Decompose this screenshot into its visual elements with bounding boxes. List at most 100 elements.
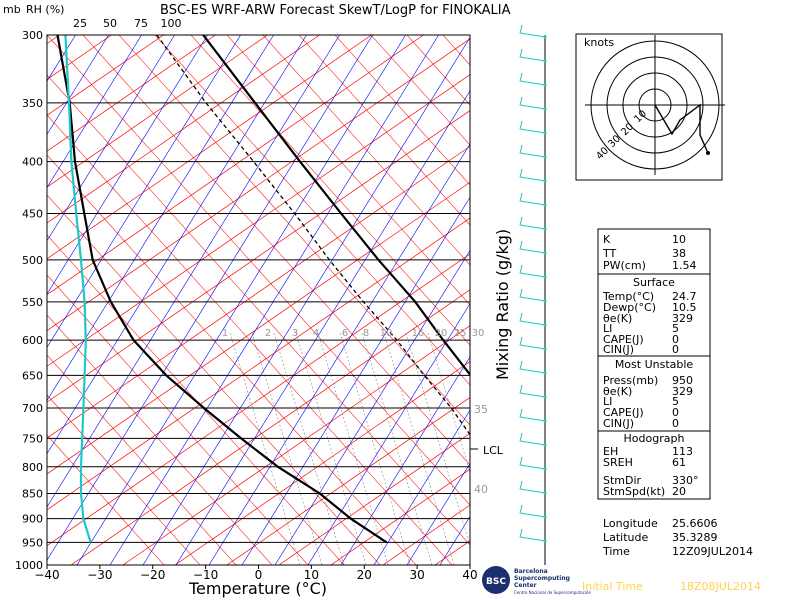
- dry-adiabat-line: [47, 74, 470, 546]
- isotherm-line: [47, 217, 470, 511]
- mu-theta-value: 329: [672, 385, 693, 398]
- hodograph-title: Hodograph: [624, 432, 685, 445]
- mixing-ratio-label-25: 25: [454, 328, 467, 339]
- moist-adiabat-line: [47, 35, 373, 561]
- wind-barb-feather: [519, 72, 523, 82]
- isotherm-line: [226, 396, 470, 565]
- mu-cin-label: CIN(J): [603, 417, 634, 430]
- pressure-unit-label: mb: [3, 3, 21, 16]
- pressure-label-300: 300: [22, 29, 43, 42]
- dry-adiabat-line: [47, 274, 309, 565]
- pressure-label-650: 650: [22, 369, 43, 382]
- wind-barb-staff: [519, 368, 546, 374]
- wind-barb-feather: [519, 96, 523, 106]
- org-name-line3: Center: [514, 582, 537, 589]
- longitude-label: Longitude: [603, 517, 658, 530]
- dry-adiabat-line: [82, 35, 470, 466]
- sreh-label: SREH: [603, 456, 633, 469]
- wind-barb-feather: [519, 288, 523, 298]
- moist-adiabat-line: [47, 35, 241, 348]
- wind-barb-staff: [519, 152, 546, 158]
- temperature-profile: [202, 35, 470, 377]
- dry-adiabat-line: [262, 35, 470, 266]
- mu-cin-value: 0: [672, 417, 679, 430]
- pressure-label-800: 800: [22, 461, 43, 474]
- time-value: 12Z09JUL2014: [672, 545, 753, 558]
- latitude-label: Latitude: [603, 531, 649, 544]
- wind-barb-feather: [519, 168, 523, 178]
- wind-barb-feather: [519, 432, 523, 442]
- isotherm-line: [174, 361, 470, 565]
- theta-label: θe(K): [603, 312, 632, 325]
- gray-annotation-40: 40: [474, 483, 488, 496]
- hodograph-storm-marker: [706, 151, 710, 155]
- moist-adiabat-line: [142, 37, 470, 565]
- dry-adiabat-line: [767, 35, 800, 565]
- dry-adiabat-line: [47, 434, 165, 565]
- hodograph-box: [597, 430, 711, 500]
- wind-barb-staff: [519, 536, 546, 542]
- isotherm-line: [47, 253, 470, 547]
- mixing-ratio-label-6: 6: [342, 328, 348, 339]
- wind-barb-feather: [519, 528, 523, 538]
- dry-adiabat-line: [118, 35, 470, 426]
- pressure-label-850: 850: [22, 487, 43, 500]
- isotherm-line: [47, 145, 470, 439]
- mu-theta-label: θe(K): [603, 385, 632, 398]
- wind-barb-staff: [519, 80, 546, 86]
- isotherm-line: [330, 468, 470, 565]
- sreh-value: 61: [672, 456, 686, 469]
- temperature-tick-labels: −40 −30 −20 −10 0 10 20 30 40: [34, 565, 478, 582]
- mixing-ratio-label-4: 4: [313, 328, 319, 339]
- dewp-value: 10.5: [672, 301, 697, 314]
- stmdir-label: StmDir: [603, 474, 642, 487]
- moist-adiabat-line: [340, 356, 470, 565]
- mixing-ratio-label-8: 8: [363, 328, 369, 339]
- cin-value: 0: [672, 343, 679, 356]
- mixing-ratio-label-20: 20: [435, 328, 448, 339]
- wind-barb-feather: [519, 48, 523, 58]
- wind-barb-staff: [519, 224, 546, 230]
- moist-adiabat-line: [109, 35, 439, 565]
- pressure-tick-labels: 300 350 400 450 500 550 600 650 700 750 800 850 900 9…: [15, 29, 43, 572]
- pressure-label-600: 600: [22, 334, 43, 347]
- wind-barb-staff: [519, 200, 546, 206]
- stmspd-value: 20: [672, 485, 686, 498]
- wind-barb-feather: [519, 120, 523, 130]
- moist-adiabat-line: [208, 143, 470, 565]
- dry-adiabat-line: [226, 35, 470, 306]
- moist-adiabat-line: [47, 35, 142, 189]
- moist-adiabat-line: [47, 35, 109, 135]
- tt-label: TT: [602, 247, 617, 260]
- stmdir-value: 330°: [672, 474, 699, 487]
- logo-text: BSC: [486, 577, 506, 587]
- pw-value: 1.54: [672, 259, 697, 272]
- isotherm-line: [0, 35, 8, 565]
- mixing-ratio-line: [295, 332, 367, 565]
- isotherm-line: [47, 35, 424, 296]
- wind-barb-staff: [519, 416, 546, 422]
- rh-ticks: 25 50 75 100: [73, 17, 182, 30]
- pressure-label-350: 350: [22, 97, 43, 110]
- wind-barb-staff: [519, 272, 546, 278]
- pressure-label-950: 950: [22, 536, 43, 549]
- wind-barb-staff: [519, 32, 546, 38]
- moist-adiabat-line: [175, 90, 470, 565]
- hodograph-unit: knots: [584, 36, 614, 49]
- initial-time-label: Initial Time: [582, 580, 643, 593]
- mixing-ratio-line: [383, 332, 455, 565]
- x-tick-label: −10: [193, 568, 218, 582]
- dewpoint-profile: [56, 35, 388, 544]
- indices-text: K 10 TT 38 PW(cm) 1.54 Surface Temp(°C) …: [602, 233, 753, 558]
- tt-value: 38: [672, 247, 686, 260]
- plot-background-lines: [0, 35, 800, 565]
- wind-barb-feather: [519, 408, 523, 418]
- mu-cape-label: CAPE(J): [603, 406, 644, 419]
- pressure-label-1000: 1000: [15, 559, 43, 572]
- isotherm-line: [747, 35, 800, 565]
- wind-barb-feather: [519, 264, 523, 274]
- wind-barb-staff: [519, 128, 546, 134]
- cin-label: CIN(J): [603, 343, 634, 356]
- press-value: 950: [672, 374, 693, 387]
- org-name-line4: Centro Nacional de Supercomputación: [514, 590, 592, 595]
